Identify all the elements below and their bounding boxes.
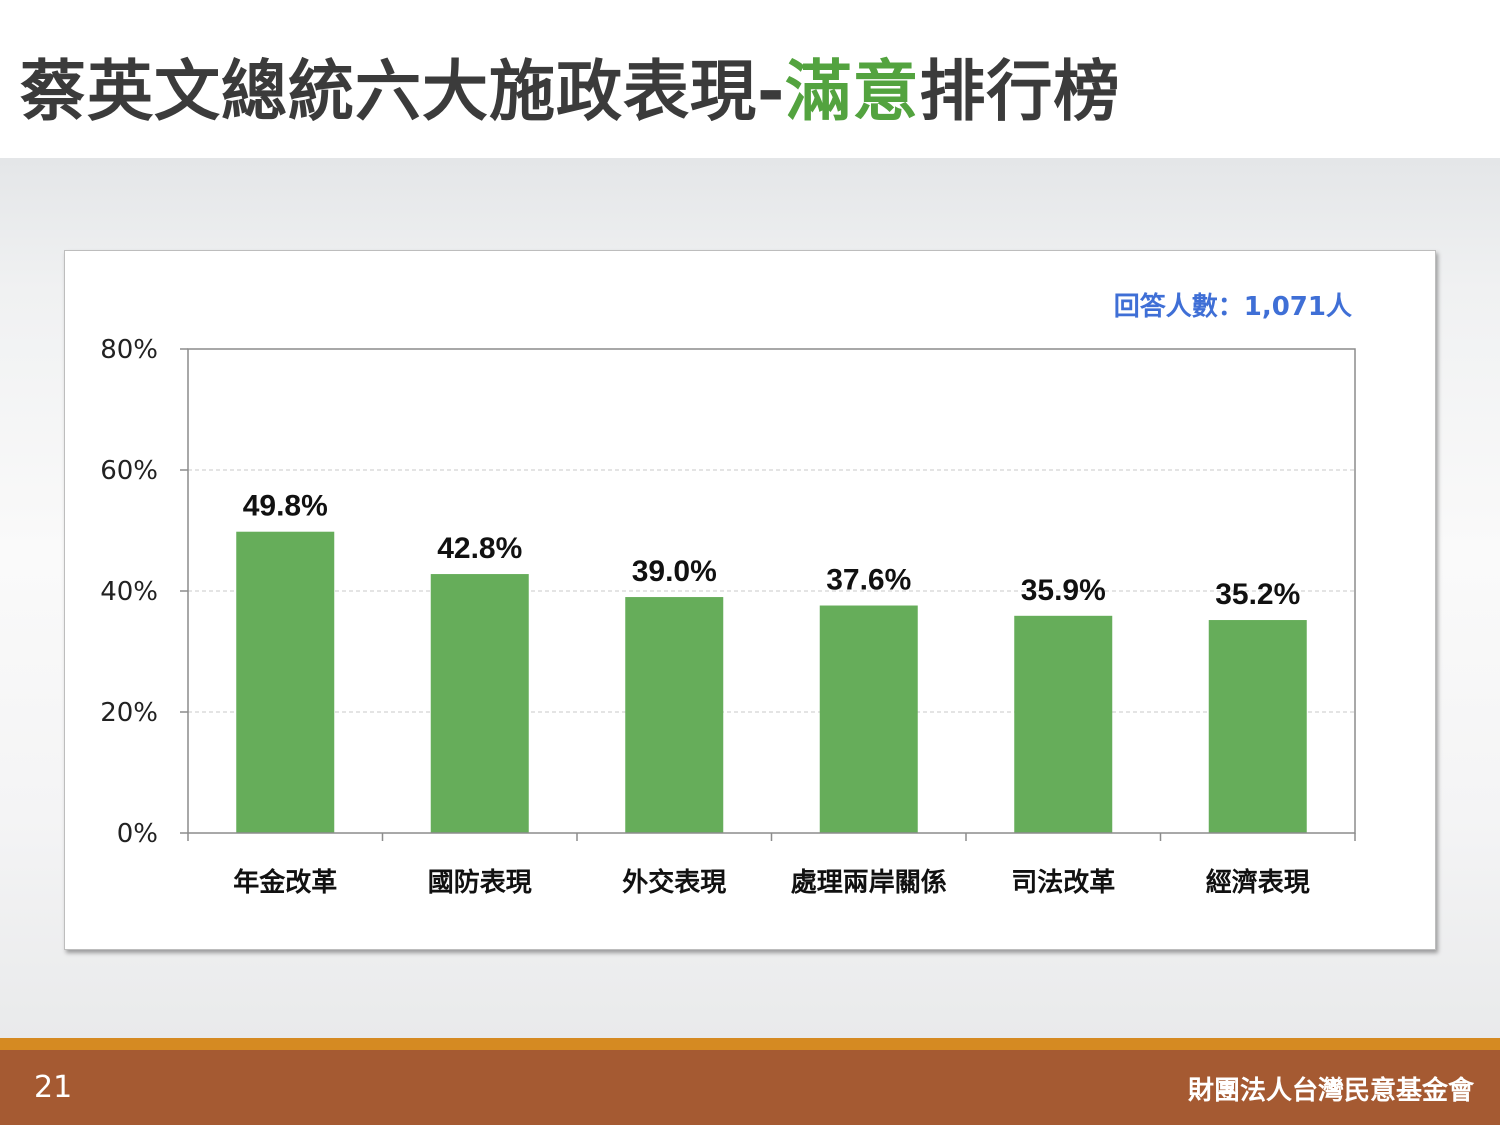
bar xyxy=(1014,615,1113,833)
x-category-label: 年金改革 xyxy=(233,867,337,898)
x-category-label: 外交表現 xyxy=(622,867,726,898)
y-tick-label: 80% xyxy=(100,335,158,365)
y-tick-label: 0% xyxy=(117,819,158,849)
organization-name: 財團法人台灣民意基金會 xyxy=(1187,1076,1474,1106)
x-category-label: 司法改革 xyxy=(1011,867,1115,898)
slide-title: 蔡英文總統六大施政表現-滿意排行榜 xyxy=(20,38,1120,134)
grid-lines xyxy=(188,469,1355,713)
bar-value-label: 49.8% xyxy=(243,490,328,523)
footer-accent-bar xyxy=(0,1038,1500,1050)
bar xyxy=(625,597,724,833)
footer-bar xyxy=(0,1050,1500,1125)
bar-value-label: 37.6% xyxy=(826,564,911,597)
bar-value-label: 39.0% xyxy=(632,555,717,588)
axes xyxy=(180,348,1356,841)
x-category-label: 處理兩岸關係 xyxy=(791,868,947,898)
bar xyxy=(236,531,335,833)
y-tick-label: 40% xyxy=(100,577,158,607)
title-main: 蔡英文總統六大施政表現- xyxy=(20,53,786,130)
y-tick-label: 60% xyxy=(100,456,158,486)
bar xyxy=(1208,620,1307,833)
page-number: 21 xyxy=(34,1070,73,1105)
respondent-count: 回答人數：1,071人 xyxy=(1113,292,1352,322)
x-category-label: 經濟表現 xyxy=(1206,867,1310,898)
x-category-label: 國防表現 xyxy=(428,868,532,898)
bar-value-label: 35.9% xyxy=(1021,574,1106,607)
bar-value-label: 42.8% xyxy=(437,532,522,565)
bar xyxy=(430,574,529,833)
bar-value-label: 35.2% xyxy=(1215,578,1300,611)
title-end: 排行榜 xyxy=(919,53,1121,130)
y-tick-label: 20% xyxy=(100,698,158,728)
title-highlight: 滿意 xyxy=(785,53,920,130)
bars xyxy=(236,531,1307,833)
bar xyxy=(819,605,918,833)
labels: 0% 20% 40% 60% 80% 49.8% 年金改革 42.8% 國防表現 39.0% 外交表… xyxy=(100,335,1310,898)
